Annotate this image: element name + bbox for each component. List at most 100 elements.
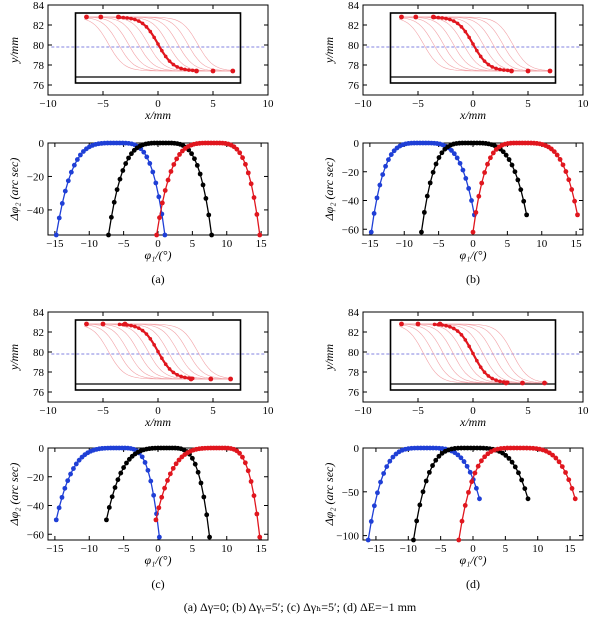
curve-ytick-label: −60	[342, 224, 360, 236]
series-black-point	[439, 150, 445, 156]
profile-ytick-label: 78	[348, 367, 360, 379]
series-blue-point	[162, 232, 168, 238]
contact-point	[494, 378, 498, 383]
series-red-point	[237, 450, 242, 456]
series-black-point	[109, 494, 115, 500]
series-red-point	[251, 195, 257, 200]
series-red-point	[159, 200, 165, 206]
series-black-point	[106, 232, 111, 238]
series-blue-point	[53, 232, 59, 238]
curve-xtick-label: 10	[221, 543, 233, 555]
series-black-point	[194, 162, 200, 168]
profile-xtick-label: −10	[354, 405, 372, 417]
series-red-point	[245, 170, 251, 176]
contact-point	[451, 19, 456, 23]
profile-xtick-label: 10	[578, 405, 590, 417]
contact-marker	[100, 321, 106, 327]
series-black-point	[129, 151, 134, 157]
series-red-point	[569, 486, 575, 491]
contact-point	[494, 66, 498, 71]
curve-xtick-label: 15	[565, 543, 577, 555]
contact-point	[144, 25, 149, 29]
series-red-point	[554, 152, 560, 158]
contact-point	[167, 59, 172, 63]
series-red-point	[482, 454, 488, 460]
profile-ytick-label: 82	[33, 20, 44, 32]
profile-ytick-label: 76	[348, 80, 360, 92]
series-red-point	[559, 464, 565, 469]
contact-point	[498, 67, 502, 72]
series-black-point	[200, 182, 206, 188]
series-blue-point	[65, 178, 71, 184]
panel-label: (c)	[151, 577, 164, 591]
profile-xlabel: x/mm	[459, 415, 486, 429]
curve-xlabel: φ₁/(°)	[145, 553, 172, 567]
series-blue-point	[156, 194, 162, 200]
profile-ytick-label: 80	[33, 347, 45, 359]
curve-ytick-label: −20	[27, 472, 45, 484]
profile-ytick-label: 78	[348, 60, 360, 72]
series-red-point	[569, 187, 575, 192]
curve-ytick-label: −100	[336, 531, 359, 543]
contact-point	[152, 342, 156, 347]
curve-ylabel: Δφ₂ (arc sec)	[7, 158, 21, 222]
series-red-point	[245, 468, 251, 474]
curve-ytick-label: 0	[39, 443, 45, 455]
series-black-point	[126, 155, 131, 161]
contact-point	[490, 65, 495, 69]
profile-ylabel: y/mm	[322, 37, 336, 64]
contact-marker	[413, 14, 419, 20]
panel-c: −10 −5 0 5 10 76 78 80 82 84 x/mm y/mm −15 −10 −5 0 5 10 1…	[7, 307, 274, 591]
series-red-point	[575, 212, 580, 218]
series-black-point	[417, 502, 423, 508]
series-blue-point	[150, 169, 156, 175]
profile-ytick-label: 76	[348, 387, 360, 399]
series-blue-point	[387, 458, 393, 464]
series-blue-point	[145, 467, 151, 473]
contact-marker	[194, 68, 199, 74]
curve-xtick-label: −10	[81, 543, 99, 555]
contact-point	[448, 17, 452, 22]
series-black-point	[512, 169, 518, 175]
series-black-point	[117, 176, 123, 182]
series-red-point	[248, 181, 254, 187]
curve-xtick-label: −15	[361, 238, 379, 250]
series-red-point	[165, 177, 171, 183]
contact-point	[148, 336, 153, 341]
series-black-point	[414, 518, 420, 524]
profile-ytick-label: 84	[33, 0, 45, 12]
contact-marker	[98, 14, 104, 20]
series-blue-point	[377, 182, 383, 188]
curve-ytick-label: −20	[27, 171, 45, 183]
curve-xtick-label: 5	[190, 238, 196, 250]
panel-label: (a)	[151, 272, 164, 286]
profile-ytick-label: 82	[33, 327, 44, 339]
profile-ytick-label: 82	[348, 327, 359, 339]
contact-point	[463, 29, 468, 34]
contact-marker	[431, 14, 436, 20]
series-black-point	[433, 457, 439, 463]
series-black-point	[204, 512, 210, 518]
contact-point	[163, 362, 168, 367]
contact-point	[455, 21, 460, 26]
contact-point	[129, 323, 133, 328]
series-red-point	[257, 534, 263, 540]
series-red-point	[243, 161, 248, 167]
series-blue-point	[148, 478, 154, 484]
series-blue-point	[142, 460, 148, 465]
series-blue-point	[141, 149, 147, 155]
series-red-point	[572, 496, 578, 502]
series-red-point	[476, 193, 482, 199]
series-blue-point	[68, 471, 73, 477]
curve-xlabel: φ₁/(°)	[145, 248, 172, 262]
contact-marker	[437, 321, 443, 327]
panel-label: (d)	[466, 577, 480, 591]
series-red-point	[456, 537, 462, 543]
profile-xtick-label: 0	[470, 98, 476, 110]
curve-xtick-label: 5	[503, 543, 509, 555]
series-black-point	[108, 214, 114, 220]
series-red-point	[251, 493, 257, 499]
series-red-point	[550, 452, 555, 458]
series-red-point	[572, 198, 577, 204]
gear-box	[74, 319, 242, 391]
